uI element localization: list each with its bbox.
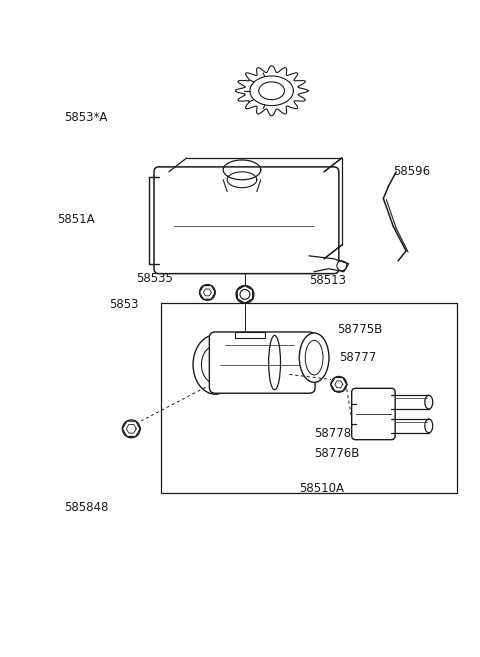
FancyBboxPatch shape [209,332,315,394]
Text: 58535: 58535 [136,272,173,285]
Ellipse shape [305,340,323,375]
Circle shape [236,286,254,304]
Polygon shape [235,332,264,338]
Circle shape [122,420,140,438]
Circle shape [331,376,347,392]
Text: 5851A: 5851A [57,213,95,226]
Text: 58778: 58778 [314,427,351,440]
Ellipse shape [425,419,433,433]
Text: 58776B: 58776B [314,447,360,460]
Text: 58596: 58596 [393,166,431,178]
Text: 585848: 585848 [64,501,108,514]
Text: 58777: 58777 [339,351,376,364]
FancyBboxPatch shape [154,167,339,274]
Text: 58775B: 58775B [337,323,382,336]
Ellipse shape [300,333,329,382]
Circle shape [337,261,347,271]
Ellipse shape [193,335,238,394]
Circle shape [240,290,250,300]
FancyBboxPatch shape [352,388,395,440]
Text: 5853: 5853 [109,298,139,311]
Circle shape [200,284,216,300]
Text: 58513: 58513 [309,274,346,287]
Ellipse shape [425,396,433,409]
Text: 5853*A: 5853*A [64,111,108,124]
Text: 58510A: 58510A [300,482,344,495]
Ellipse shape [202,346,229,383]
